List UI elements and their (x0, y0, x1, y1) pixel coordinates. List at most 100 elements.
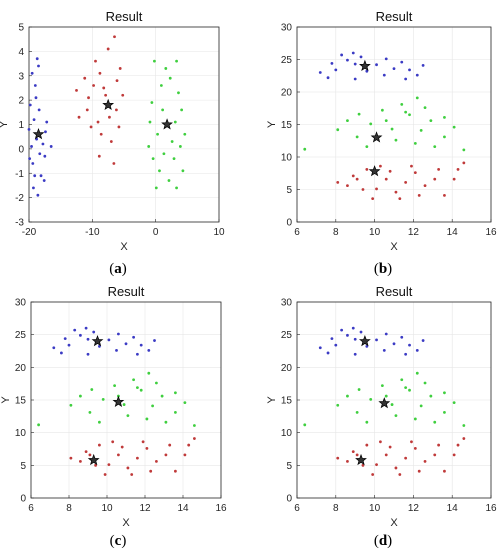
data-point (394, 190, 398, 194)
data-point (79, 460, 82, 463)
data-point (400, 102, 404, 106)
y-tick-label: 5 (286, 185, 292, 196)
data-point (346, 394, 349, 398)
data-point (167, 179, 171, 182)
data-point (390, 403, 394, 406)
y-tick-label: 3 (18, 71, 24, 82)
data-point (336, 403, 340, 407)
data-point (156, 132, 159, 136)
data-point (462, 148, 466, 152)
data-point (37, 64, 40, 68)
data-point (94, 59, 97, 63)
data-point (120, 445, 124, 449)
data-point (462, 424, 466, 427)
data-point (86, 337, 90, 341)
data-point (168, 443, 172, 447)
centroid-star-marker (161, 118, 173, 130)
data-point (161, 108, 165, 112)
x-tick-label: 6 (294, 227, 300, 238)
data-point (75, 88, 78, 92)
x-tick-label: 8 (333, 503, 339, 514)
data-point (404, 456, 408, 460)
y-tick-label: 15 (15, 396, 27, 407)
data-point (174, 411, 177, 414)
data-point (124, 342, 128, 346)
y-tick-label: 4 (18, 47, 24, 58)
data-point (84, 450, 88, 454)
data-point (429, 394, 433, 398)
data-point (42, 179, 46, 182)
data-point (371, 197, 375, 201)
panel-d: 6 8 10 12 14 16 0 5 10 15 20 25 30 Result X Y (266, 284, 497, 529)
y-tick-label: 0 (286, 218, 292, 229)
x-tick-label: 12 (408, 503, 420, 514)
data-point (340, 328, 344, 332)
y-tick-label: 30 (281, 23, 293, 34)
centroid-star-marker (378, 397, 391, 409)
data-point (365, 443, 369, 447)
data-point (365, 420, 369, 424)
data-point (443, 411, 446, 414)
data-point (384, 57, 388, 61)
data-point (423, 460, 427, 463)
data-point (346, 460, 349, 463)
data-point (336, 180, 340, 184)
data-point (346, 58, 349, 62)
data-point (346, 333, 349, 337)
data-point (151, 157, 155, 161)
data-point (98, 420, 101, 424)
centroid-star-marker (102, 98, 115, 111)
data-point (419, 128, 423, 132)
data-point (187, 443, 191, 447)
y-tick-label: 30 (15, 298, 27, 309)
data-point (415, 371, 419, 375)
data-point (172, 157, 176, 161)
x-tick-label: -20 (22, 227, 37, 238)
data-point (351, 450, 355, 454)
data-point (353, 337, 357, 341)
data-point (404, 180, 408, 184)
data-point (415, 96, 419, 100)
x-tick-label: 8 (333, 227, 339, 238)
data-point (130, 473, 134, 476)
data-point (421, 63, 425, 67)
data-point (147, 348, 151, 352)
data-point (193, 424, 196, 427)
data-point (90, 388, 94, 391)
data-point (153, 339, 156, 342)
data-point (113, 384, 116, 388)
y-tick-label: 25 (281, 55, 293, 66)
data-point (117, 453, 120, 457)
data-point (392, 342, 396, 346)
x-tick-label: 16 (485, 503, 497, 514)
data-point (357, 112, 361, 116)
data-point (32, 118, 36, 122)
data-point (361, 188, 365, 191)
data-point (371, 473, 375, 476)
data-point (419, 404, 423, 408)
data-point (423, 184, 427, 188)
data-point (175, 59, 178, 63)
data-point (382, 73, 386, 77)
data-point (433, 177, 437, 181)
data-point (79, 394, 82, 398)
data-point (423, 381, 427, 385)
y-tick-label: 20 (281, 88, 293, 99)
y-axis-label: Y (0, 120, 10, 128)
data-point (404, 386, 408, 389)
data-point (85, 108, 89, 112)
data-point (398, 473, 402, 476)
data-point (456, 443, 460, 447)
data-point (41, 142, 45, 146)
data-point (175, 186, 178, 190)
x-axis-label: X (120, 241, 128, 253)
x-axis-label: X (122, 517, 130, 529)
data-point (330, 337, 334, 340)
x-tick-label: 14 (447, 503, 459, 514)
data-point (375, 338, 378, 342)
data-point (94, 463, 97, 467)
data-point (365, 69, 369, 73)
data-point (96, 120, 100, 124)
data-point (27, 127, 31, 131)
data-point (38, 152, 42, 156)
